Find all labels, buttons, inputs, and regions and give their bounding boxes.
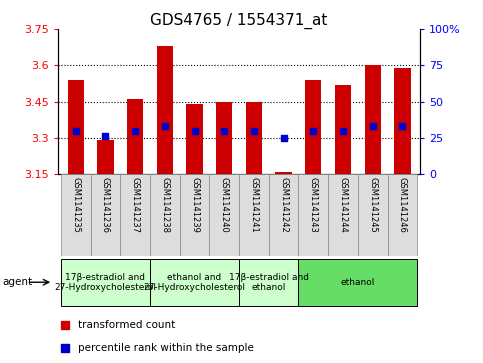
Bar bbox=[127, 99, 143, 174]
Point bbox=[191, 128, 199, 134]
Point bbox=[339, 128, 347, 134]
Text: GSM1141239: GSM1141239 bbox=[190, 177, 199, 233]
FancyBboxPatch shape bbox=[150, 174, 180, 256]
FancyBboxPatch shape bbox=[120, 174, 150, 256]
Text: GSM1141235: GSM1141235 bbox=[71, 177, 80, 233]
Point bbox=[161, 123, 169, 129]
Text: percentile rank within the sample: percentile rank within the sample bbox=[78, 343, 254, 352]
Text: GSM1141245: GSM1141245 bbox=[368, 177, 377, 232]
Text: ethanol: ethanol bbox=[341, 278, 375, 287]
Point bbox=[398, 123, 406, 129]
Bar bbox=[68, 80, 84, 174]
Text: GSM1141244: GSM1141244 bbox=[339, 177, 347, 232]
Bar bbox=[186, 104, 203, 174]
Title: GDS4765 / 1554371_at: GDS4765 / 1554371_at bbox=[150, 13, 328, 29]
FancyBboxPatch shape bbox=[180, 174, 210, 256]
Text: GSM1141246: GSM1141246 bbox=[398, 177, 407, 233]
Text: 17β-estradiol and
ethanol: 17β-estradiol and ethanol bbox=[229, 273, 309, 292]
Point bbox=[72, 128, 80, 134]
Point bbox=[369, 123, 377, 129]
Bar bbox=[156, 46, 173, 174]
FancyBboxPatch shape bbox=[150, 259, 239, 306]
FancyBboxPatch shape bbox=[298, 174, 328, 256]
Bar bbox=[97, 140, 114, 174]
Text: GSM1141238: GSM1141238 bbox=[160, 177, 170, 233]
Point bbox=[280, 135, 287, 141]
Point bbox=[61, 322, 69, 328]
FancyBboxPatch shape bbox=[387, 174, 417, 256]
FancyBboxPatch shape bbox=[328, 174, 358, 256]
Bar bbox=[365, 65, 381, 174]
Text: GSM1141237: GSM1141237 bbox=[131, 177, 140, 233]
Text: 17β-estradiol and
27-Hydroxycholesterol: 17β-estradiol and 27-Hydroxycholesterol bbox=[55, 273, 156, 292]
FancyBboxPatch shape bbox=[210, 174, 239, 256]
Point bbox=[310, 128, 317, 134]
Bar bbox=[394, 68, 411, 174]
Bar bbox=[275, 172, 292, 174]
Point bbox=[61, 345, 69, 351]
FancyBboxPatch shape bbox=[239, 174, 269, 256]
FancyBboxPatch shape bbox=[61, 259, 150, 306]
Point bbox=[131, 128, 139, 134]
Bar bbox=[335, 85, 351, 174]
FancyBboxPatch shape bbox=[239, 259, 298, 306]
Text: GSM1141241: GSM1141241 bbox=[249, 177, 258, 232]
Point bbox=[220, 128, 228, 134]
Text: GSM1141236: GSM1141236 bbox=[101, 177, 110, 233]
FancyBboxPatch shape bbox=[91, 174, 120, 256]
FancyBboxPatch shape bbox=[298, 259, 417, 306]
Text: GSM1141240: GSM1141240 bbox=[220, 177, 229, 232]
Bar bbox=[216, 102, 232, 174]
Text: agent: agent bbox=[2, 277, 32, 287]
Text: GSM1141243: GSM1141243 bbox=[309, 177, 318, 233]
Point bbox=[250, 128, 258, 134]
Text: ethanol and
27-Hydroxycholesterol: ethanol and 27-Hydroxycholesterol bbox=[143, 273, 245, 292]
Text: transformed count: transformed count bbox=[78, 321, 175, 330]
Bar bbox=[246, 102, 262, 174]
Text: GSM1141242: GSM1141242 bbox=[279, 177, 288, 232]
Bar bbox=[305, 80, 322, 174]
FancyBboxPatch shape bbox=[358, 174, 387, 256]
Point bbox=[101, 132, 109, 138]
FancyBboxPatch shape bbox=[269, 174, 298, 256]
FancyBboxPatch shape bbox=[61, 174, 91, 256]
